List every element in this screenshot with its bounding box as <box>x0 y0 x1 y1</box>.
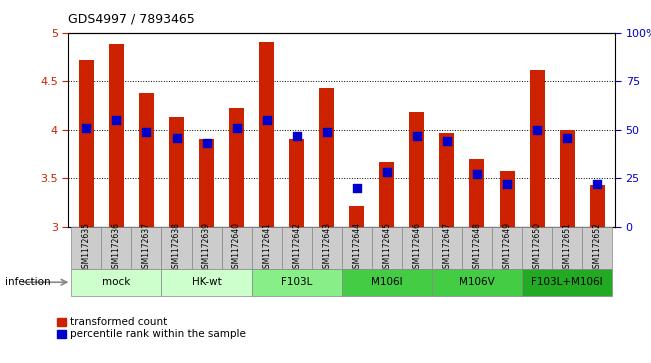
Point <box>562 135 572 140</box>
Bar <box>161 269 252 296</box>
Point <box>502 181 512 187</box>
Text: GSM1172640: GSM1172640 <box>232 222 241 273</box>
Bar <box>319 88 334 227</box>
Bar <box>432 227 462 269</box>
Bar <box>312 227 342 269</box>
Bar <box>560 130 575 227</box>
Bar <box>380 162 395 227</box>
Point <box>171 135 182 140</box>
Bar <box>432 269 522 296</box>
Text: GSM1172637: GSM1172637 <box>142 222 151 273</box>
Point <box>292 133 302 139</box>
Bar <box>529 70 545 227</box>
Bar <box>522 227 552 269</box>
Bar <box>161 227 191 269</box>
Text: GSM1172638: GSM1172638 <box>172 222 181 273</box>
Text: GSM1172643: GSM1172643 <box>322 222 331 273</box>
Text: GSM1172651: GSM1172651 <box>562 222 572 273</box>
Point <box>592 181 602 187</box>
Bar <box>229 109 244 227</box>
Text: GSM1172639: GSM1172639 <box>202 222 211 273</box>
Bar <box>252 269 342 296</box>
Bar <box>350 205 365 227</box>
Bar <box>409 112 424 227</box>
Bar <box>289 139 304 227</box>
Text: GDS4997 / 7893465: GDS4997 / 7893465 <box>68 13 195 26</box>
Bar <box>342 227 372 269</box>
Bar <box>469 159 484 227</box>
Point <box>532 127 542 133</box>
Bar <box>499 171 514 227</box>
Bar <box>590 185 605 227</box>
Point <box>472 172 482 178</box>
Text: GSM1172636: GSM1172636 <box>112 222 121 273</box>
Bar <box>282 227 312 269</box>
Bar <box>199 139 214 227</box>
Point <box>141 129 152 135</box>
Text: mock: mock <box>102 277 131 287</box>
Text: GSM1172648: GSM1172648 <box>473 222 482 273</box>
Bar <box>402 227 432 269</box>
Bar <box>109 44 124 227</box>
Text: GSM1172650: GSM1172650 <box>533 222 542 273</box>
Bar <box>552 227 582 269</box>
Point <box>262 117 272 123</box>
Point <box>322 129 332 135</box>
Text: GSM1172652: GSM1172652 <box>592 222 602 273</box>
Bar <box>191 227 221 269</box>
Text: HK-wt: HK-wt <box>191 277 221 287</box>
Bar <box>102 227 132 269</box>
Bar <box>132 227 161 269</box>
Bar <box>372 227 402 269</box>
Bar <box>439 133 454 227</box>
Bar <box>492 227 522 269</box>
Text: M106V: M106V <box>459 277 495 287</box>
Text: GSM1172647: GSM1172647 <box>443 222 451 273</box>
Text: GSM1172641: GSM1172641 <box>262 222 271 273</box>
Point <box>381 170 392 175</box>
Point <box>411 133 422 139</box>
Text: infection: infection <box>5 277 51 287</box>
Bar <box>462 227 492 269</box>
Text: GSM1172646: GSM1172646 <box>412 222 421 273</box>
Bar <box>221 227 252 269</box>
Point <box>201 140 212 146</box>
Text: GSM1172645: GSM1172645 <box>382 222 391 273</box>
Point <box>81 125 92 131</box>
Legend: transformed count, percentile rank within the sample: transformed count, percentile rank withi… <box>57 317 245 339</box>
Text: GSM1172649: GSM1172649 <box>503 222 512 273</box>
Bar <box>582 227 612 269</box>
Point <box>231 125 242 131</box>
Bar <box>522 269 612 296</box>
Bar <box>72 227 102 269</box>
Point <box>352 185 362 191</box>
Bar <box>252 227 282 269</box>
Bar <box>79 60 94 227</box>
Point <box>111 117 122 123</box>
Text: F103L+M106I: F103L+M106I <box>531 277 603 287</box>
Text: GSM1172635: GSM1172635 <box>82 222 91 273</box>
Bar <box>342 269 432 296</box>
Text: GSM1172642: GSM1172642 <box>292 222 301 273</box>
Point <box>442 139 452 144</box>
Text: M106I: M106I <box>371 277 403 287</box>
Bar <box>259 42 274 227</box>
Bar <box>72 269 161 296</box>
Text: GSM1172644: GSM1172644 <box>352 222 361 273</box>
Bar <box>139 93 154 227</box>
Text: F103L: F103L <box>281 277 312 287</box>
Bar <box>169 117 184 227</box>
